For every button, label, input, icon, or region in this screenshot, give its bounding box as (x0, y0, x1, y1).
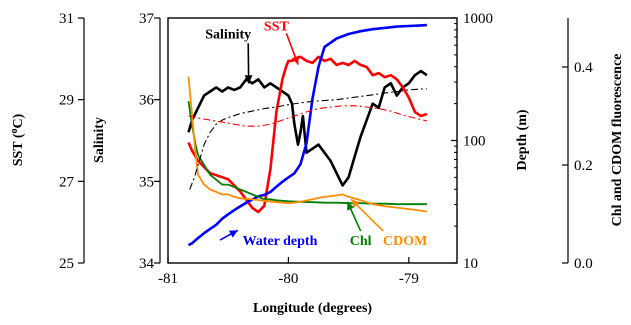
fluorescence-tick-label: 0.0 (574, 256, 593, 272)
annotation-salinity: Salinity (205, 27, 251, 42)
x-tick-label: -80 (278, 271, 298, 287)
series-line-cdom (187, 76, 428, 213)
salinity-tick-label: 34 (139, 256, 155, 272)
sst-tick-label: 27 (59, 174, 75, 190)
sst-tick-label: 25 (59, 256, 74, 272)
fluorescence-axis-title: Chl and CDOM fluorescence (610, 54, 625, 227)
annotation-water-depth: Water depth (243, 234, 318, 249)
x-axis-title: Longitude (degrees) (253, 301, 372, 316)
sst-axis-title: SST (oC) (9, 113, 26, 166)
salinity-tick-label: 36 (139, 93, 155, 109)
annotation-chl: Chl (350, 234, 372, 249)
annotation-arrowhead (351, 199, 360, 208)
sst-tick-label: 29 (59, 93, 74, 109)
annotation-arrowhead (347, 201, 355, 211)
salinity-tick-label: 35 (139, 174, 154, 190)
sst-tick-label: 31 (59, 11, 74, 27)
depth-tick-label: 10 (463, 256, 478, 272)
series-line-water-depth (187, 23, 427, 247)
series-line-sst (187, 55, 428, 214)
salinity-axis-title: Salinity (92, 117, 107, 163)
depth-tick-label: 100 (463, 134, 486, 150)
depth-axis-title: Depth (m) (515, 109, 530, 170)
annotation-arrowhead (291, 55, 300, 65)
annotation-sst: SST (264, 19, 290, 34)
salinity-tick-label: 37 (139, 11, 155, 27)
fluorescence-tick-label: 0.2 (574, 158, 593, 174)
series-line-reference-salinity (189, 88, 427, 190)
annotation-arrowhead (244, 75, 253, 84)
x-tick-label: -81 (158, 271, 178, 287)
fluorescence-tick-label: 0.4 (574, 60, 593, 76)
depth-tick-label: 1000 (463, 11, 493, 27)
plot-frame (167, 17, 458, 264)
series-line-reference-sst (188, 105, 428, 127)
x-tick-label: -79 (399, 271, 419, 287)
series-line-salinity (187, 69, 428, 187)
annotation-arrowhead (228, 230, 238, 238)
annotation-cdom: CDOM (383, 234, 427, 249)
